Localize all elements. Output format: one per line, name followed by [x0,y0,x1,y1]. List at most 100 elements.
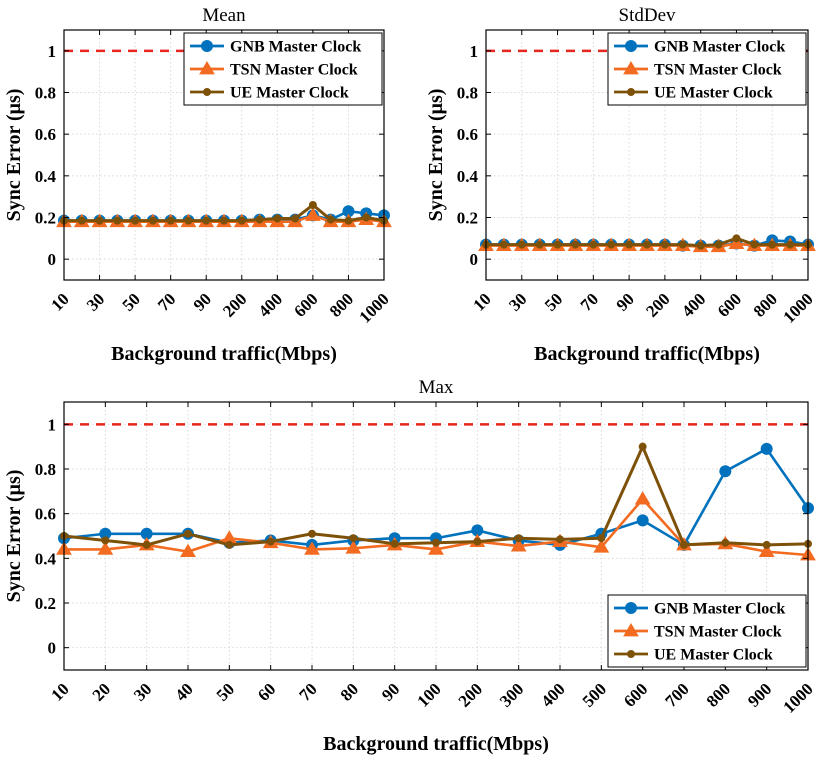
y-axis-label: Sync Error (μs) [3,470,25,603]
data-point [607,240,616,249]
data-point [308,201,317,209]
x-tick-label: 90 [378,679,403,704]
data-point [762,540,771,549]
y-tick-label: 1 [48,42,57,61]
x-tick-label: 600 [290,289,321,320]
axes-box [63,29,385,281]
y-tick-label: 0 [470,250,479,269]
x-tick-label: 1000 [779,679,816,716]
x-tick-label: 90 [612,289,637,314]
y-tick-label: 0.2 [35,594,56,613]
data-point [166,216,175,225]
data-point [721,538,730,547]
y-tick-label: 1 [470,42,479,61]
legend-label: TSN Master Clock [654,62,782,79]
data-point [760,442,773,455]
x-tick-label: 200 [642,289,673,320]
x-tick-label: 900 [744,679,775,710]
y-tick-label: 0.8 [35,460,56,479]
data-point [237,216,246,225]
data-point [589,240,598,249]
y-axis-label: Sync Error (μs) [3,89,25,222]
y-tick-label: 0.2 [35,209,56,228]
data-point [180,543,196,558]
legend-swatch-marker [627,650,635,658]
data-point [517,240,526,249]
chart-max: 0 0.2 0.4 0.6 0.8 1 10 20 30 40 50 60 70 80 90 100 200 30… [3,377,817,755]
x-tick-label: 100 [413,679,444,710]
x-tick-label: 30 [83,289,108,314]
x-tick-label: 70 [154,289,179,314]
x-tick-label: 70 [295,679,320,704]
data-point [714,240,723,249]
legend-label: UE Master Clock [654,647,773,664]
legend-label: GNB Master Clock [230,39,361,56]
x-axis-label: Background traffic(Mbps) [323,733,549,755]
y-tick-label: 1 [48,415,57,434]
legend: GNB Master Clock TSN Master Clock UE Maste… [607,594,807,668]
legend: GNB Master Clock TSN Master Clock UE Maste… [183,32,383,106]
x-tick-label: 80 [337,679,362,704]
y-tick-label: 0.4 [35,167,57,186]
data-point [428,541,444,555]
x-tick-label: 200 [219,289,250,320]
data-point [634,491,651,505]
data-point [768,240,777,249]
data-point [786,240,795,249]
data-point [97,541,114,555]
data-point [571,240,580,249]
data-point [758,543,775,558]
y-axis-label: Sync Error (μs) [425,89,447,222]
x-tick-label: 10 [47,679,72,704]
data-point [184,216,193,225]
data-point [184,529,192,538]
data-point [432,538,440,547]
data-point [556,535,564,544]
data-point [220,216,228,225]
data-point [255,215,264,224]
data-point [499,240,508,249]
data-point [101,536,110,545]
data-point [77,216,86,225]
data-point [291,214,300,223]
legend: GNB Master Clock TSN Master Clock UE Maste… [607,32,807,106]
chart-mean: 0 0.2 0.4 0.6 0.8 1 10 30 50 70 90 200 400 600 8001000… [3,5,393,365]
data-point [625,240,634,249]
y-tick-label: 0.2 [457,209,478,228]
data-point [305,207,321,221]
data-point [660,240,669,249]
axes-box [485,29,809,281]
data-point [719,465,732,478]
x-tick-label: 700 [661,679,692,710]
chart-stddev: 0 0.2 0.4 0.6 0.8 1 10 30 50 70 90 200 400 600 8001000… [425,5,817,365]
legend-swatch-marker [199,61,215,75]
data-point [131,216,140,225]
x-tick-label: 800 [750,289,781,320]
x-tick-label: 50 [213,679,238,704]
data-point [273,214,282,223]
y-tick-label: 0 [48,639,57,658]
legend-label: UE Master Clock [654,85,773,102]
y-tick-label: 0 [48,250,57,269]
legend-label: GNB Master Clock [654,601,785,618]
x-tick-label: 400 [537,679,568,710]
data-point [593,539,610,553]
data-point [304,541,320,555]
y-tick-label: 0.4 [457,167,479,186]
y-tick-label: 0.4 [35,549,57,568]
legend-label: UE Master Clock [230,85,349,102]
data-point [326,215,335,224]
data-point [510,538,527,552]
data-point [349,534,358,543]
chart-title: StdDev [619,5,677,26]
x-tick-label: 1000 [355,289,392,326]
x-tick-label: 300 [496,679,527,710]
data-point [473,537,482,546]
data-point [597,534,606,543]
x-tick-label: 400 [678,289,709,320]
data-point [345,540,362,554]
data-point [344,216,353,225]
x-axis-label: Background traffic(Mbps) [111,343,337,365]
data-point [148,216,157,225]
x-tick-label: 500 [579,679,610,710]
